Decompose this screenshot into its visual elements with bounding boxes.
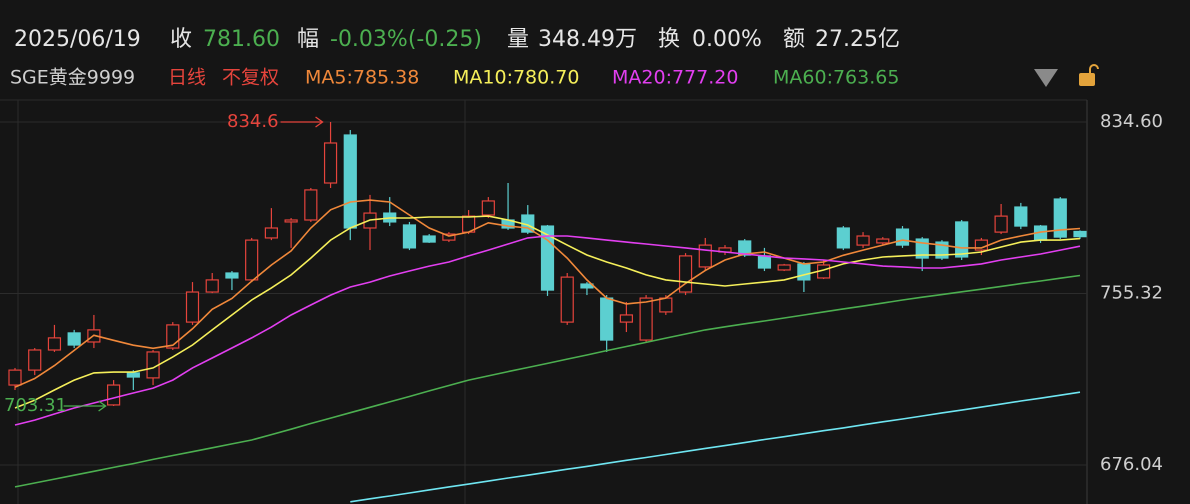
lock-shackle — [1089, 64, 1099, 73]
candle-body — [284, 219, 298, 223]
candle-body — [777, 264, 791, 271]
candle-body — [560, 276, 574, 323]
candle-body — [994, 215, 1008, 233]
ma-line — [350, 391, 1081, 503]
candle-body — [836, 227, 850, 249]
candle-body — [323, 142, 338, 184]
y-tick-label: 834.60 — [1100, 111, 1163, 132]
candle-body — [304, 189, 318, 221]
candle-body — [245, 239, 259, 281]
adjust[interactable]: 不复权 — [222, 67, 279, 89]
y-tick-label: 755.32 — [1100, 282, 1163, 303]
label: 量 — [507, 27, 529, 52]
candle-body — [107, 384, 121, 406]
lock-body — [1079, 73, 1095, 86]
amount: 27.25亿 — [815, 27, 900, 52]
candle-body — [264, 227, 278, 239]
lock-icon[interactable] — [1079, 64, 1099, 86]
label: 幅 — [297, 27, 319, 52]
date: 2025/06/19 — [14, 27, 141, 52]
ma-line — [14, 199, 1081, 388]
candle-body — [738, 240, 752, 256]
candle-body — [600, 297, 614, 341]
ma-line — [14, 235, 1081, 426]
candle-body — [856, 235, 870, 246]
candle-body — [343, 134, 357, 229]
ma-line — [14, 274, 1081, 488]
candle-body — [225, 272, 239, 279]
candle-body — [698, 244, 712, 268]
candle-body — [442, 233, 456, 241]
candle-body — [126, 372, 140, 378]
candle-body — [1053, 198, 1067, 238]
annotation: 834.6 — [227, 111, 324, 132]
candle-body — [402, 224, 417, 249]
legend-entry: MA60:763.65 — [773, 67, 899, 89]
candle-body — [639, 297, 653, 341]
candle-body — [797, 263, 811, 281]
candle-body — [659, 297, 673, 313]
turnover: 0.00% — [692, 27, 762, 52]
candle-body — [876, 238, 890, 244]
annotation-label: 703.31 — [4, 395, 67, 416]
candle-body — [1073, 230, 1087, 238]
legend-entry: MA5:785.38 — [305, 67, 419, 89]
candle-body — [895, 228, 910, 246]
annotation: 703.31 — [4, 395, 107, 416]
candle-body — [67, 332, 81, 346]
ma-line — [14, 215, 1081, 409]
close: 781.60 — [203, 27, 280, 52]
candle-body — [481, 200, 495, 216]
change: -0.03%(-0.25) — [330, 27, 482, 52]
period[interactable]: 日线 — [168, 67, 206, 89]
candle-body — [422, 235, 436, 243]
candle-body — [8, 369, 22, 386]
annotation-label: 834.6 — [227, 111, 279, 132]
candle-body — [185, 291, 200, 323]
candle-body — [619, 314, 633, 323]
volume: 348.49万 — [538, 27, 637, 52]
symbol: SGE黄金9999 — [10, 67, 135, 89]
candle-body — [757, 255, 772, 269]
candle-body — [28, 349, 42, 371]
label: 额 — [783, 27, 805, 52]
ma-lines — [14, 199, 1081, 503]
candle-body — [955, 221, 969, 258]
y-tick-label: 676.04 — [1100, 454, 1163, 475]
label: 换 — [658, 27, 680, 52]
label: 收 — [170, 27, 192, 52]
dropdown-icon[interactable] — [1034, 69, 1058, 87]
candle-body — [1014, 206, 1028, 227]
candle-body — [47, 337, 62, 351]
header: 2025/06/19 收 781.60 幅 -0.03%(-0.25) 量 34… — [10, 27, 900, 89]
candle-body — [205, 279, 219, 293]
legend-entry: MA10:780.70 — [453, 67, 579, 89]
annotation-head — [315, 116, 324, 128]
legend-entry: MA20:777.20 — [612, 67, 738, 89]
annotation-head — [98, 400, 107, 412]
